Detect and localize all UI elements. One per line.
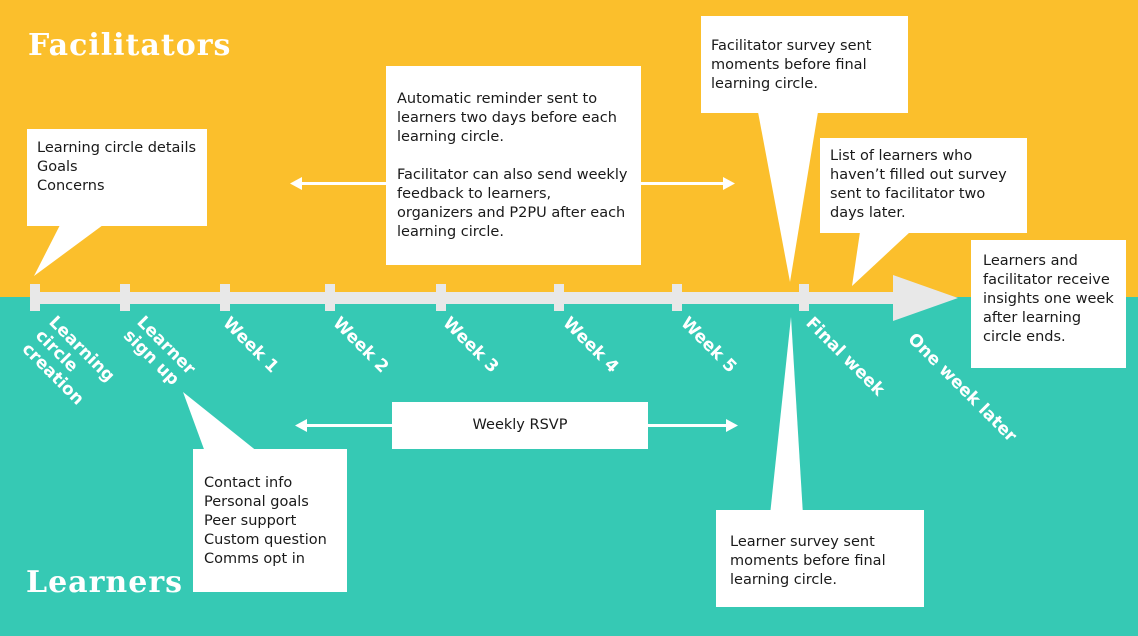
learners-title: Learners [26, 565, 184, 600]
tick-week3 [436, 284, 446, 311]
learner-survey-callout-pointer [770, 317, 803, 515]
facilitators-title: Facilitators [28, 28, 232, 63]
learner-survey-box: Learner survey sent moments before final… [716, 510, 924, 607]
learners-band [0, 297, 1138, 636]
tick-week1 [220, 284, 230, 311]
tick-creation [30, 284, 40, 311]
facilitator-survey-callout-pointer [758, 112, 818, 282]
rsvp-arrow-right-head [726, 419, 738, 432]
tick-week5 [672, 284, 682, 311]
timeline-arrowhead [893, 275, 958, 321]
details-box: Learning circle details Goals Concerns [27, 129, 207, 226]
tick-signup [120, 284, 130, 311]
tick-week4 [554, 284, 564, 311]
timeline-axis [33, 292, 895, 304]
tick-final [799, 284, 809, 311]
insights-box: Learners and facilitator receive insight… [971, 240, 1126, 368]
reminder-box: Automatic reminder sent to learners two … [386, 66, 641, 265]
facilitator-survey-box: Facilitator survey sent moments before f… [701, 16, 908, 113]
signup-info-box: Contact info Personal goals Peer support… [193, 449, 347, 592]
rsvp-box: Weekly RSVP [392, 402, 648, 449]
tick-week2 [325, 284, 335, 311]
learners-list-box: List of learners who haven’t filled out … [820, 138, 1027, 233]
reminder-arrow-right-head [723, 177, 735, 190]
signup-callout-pointer [183, 392, 258, 452]
details-callout-pointer [34, 225, 103, 276]
list-callout-pointer [852, 232, 910, 286]
reminder-arrow-left-head [290, 177, 302, 190]
rsvp-arrow-left-head [295, 419, 307, 432]
